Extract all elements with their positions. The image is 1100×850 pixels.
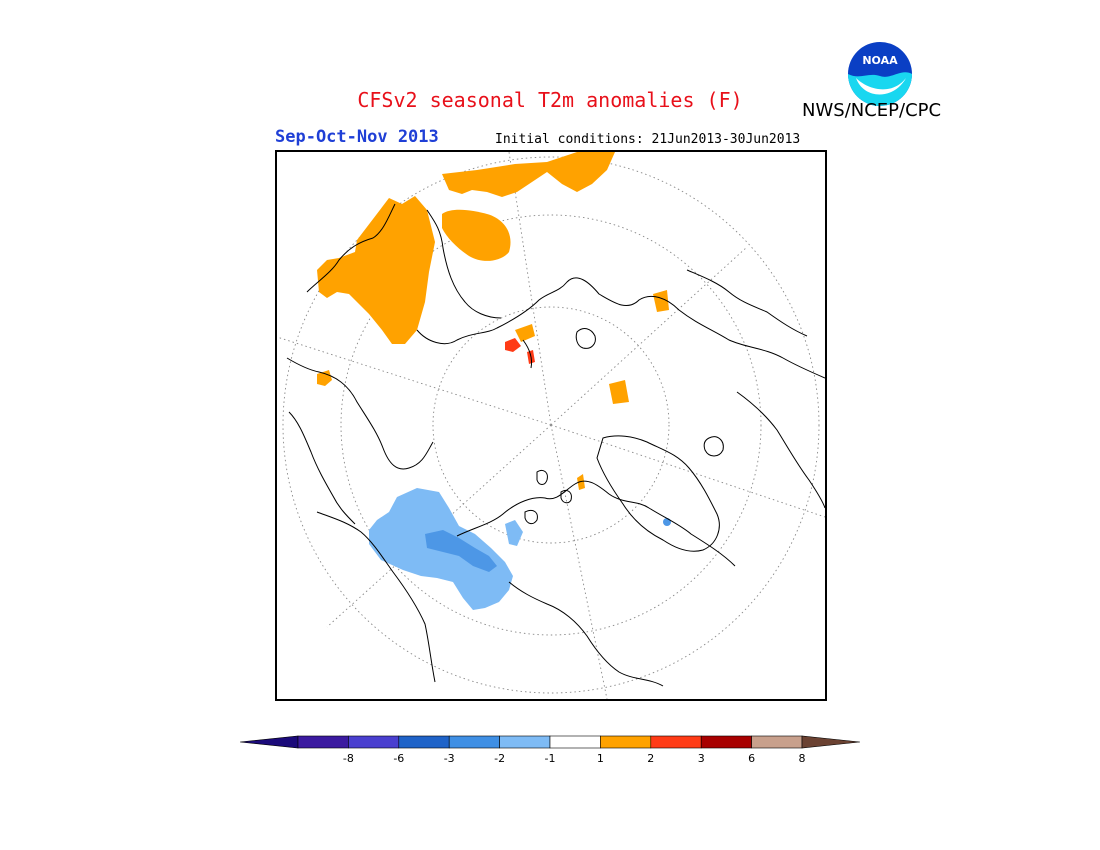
coast-alaska (316, 511, 436, 683)
meridian (550, 424, 825, 518)
season-label: Sep-Oct-Nov 2013 (275, 127, 439, 147)
warm-area-scandinavia (442, 152, 615, 197)
colorbar-tick-label: 1 (596, 752, 604, 765)
colorbar-swatch (398, 735, 450, 749)
meridian (326, 424, 552, 628)
colorbar-tick-label: 3 (697, 752, 705, 765)
noaa-logo: NOAA (846, 40, 914, 108)
graticule-circle-60n (340, 214, 762, 636)
coast-canada-arctic (456, 480, 736, 567)
meridian (550, 246, 748, 426)
colorbar-swatch (549, 735, 601, 749)
noaa-logo-text: NOAA (862, 54, 898, 67)
initial-conditions-label: Initial conditions: 21Jun2013-30Jun2013 (495, 132, 801, 147)
colorbar-tick-label: -1 (544, 752, 556, 765)
colorbar-swatch (448, 735, 500, 749)
colorbar (239, 732, 861, 772)
warm-area-kola (317, 370, 332, 386)
graticule (277, 152, 825, 699)
coast-chukotka (686, 269, 808, 337)
colorbar-swatch (700, 735, 752, 749)
warm-anomaly-areas (317, 152, 615, 386)
coast-west-europe-2 (288, 411, 356, 525)
small-warm-patches (515, 290, 669, 490)
colorbar-tick-label: -3 (443, 752, 455, 765)
graticule-circle-75n (432, 306, 670, 544)
map-title: CFSv2 seasonal T2m anomalies (F) (357, 88, 743, 112)
colorbar-tick-label: 6 (748, 752, 756, 765)
meridian (277, 336, 552, 426)
colorbar-swatch (600, 735, 652, 749)
meridian (550, 424, 608, 699)
coast-iceland (703, 436, 724, 457)
agency-label: NWS/NCEP/CPC (802, 100, 942, 121)
cool-area-yukon-core (425, 530, 497, 572)
graticule-circle-outer (282, 156, 820, 694)
coast-svalbard-island (575, 328, 596, 349)
coastlines (286, 203, 825, 687)
coast-europe-west (286, 357, 434, 470)
coast-greenland (596, 435, 720, 552)
cool-area-greenland-spot (663, 518, 671, 526)
coast-canadian-islands (524, 469, 572, 525)
cool-area-hudson (505, 520, 523, 546)
warm-area-northern-russia (442, 209, 511, 261)
colorbar-tick-label: 8 (798, 752, 806, 765)
colorbar-swatch (297, 735, 349, 749)
polar-map (275, 150, 827, 701)
colorbar-swatch (499, 735, 551, 749)
coast-eurasia-north (416, 277, 825, 379)
warm-area-western-russia (317, 196, 435, 344)
colorbar-svg (239, 735, 861, 749)
meridian (508, 152, 552, 426)
colorbar-under-arrow (239, 735, 299, 749)
cool-anomaly-areas (369, 488, 671, 610)
coast-novaya-zemlya (522, 339, 532, 369)
colorbar-swatch (650, 735, 702, 749)
colorbar-over-arrow (801, 735, 861, 749)
colorbar-swatch (348, 735, 400, 749)
coast-east-asia (736, 391, 825, 509)
colorbar-swatch (751, 735, 803, 749)
colorbar-tick-label: -2 (494, 752, 506, 765)
hot-area-taymyr (505, 338, 521, 352)
coast-scandinavia (306, 203, 502, 319)
colorbar-tick-label: 2 (647, 752, 655, 765)
colorbar-tick-label: -8 (342, 752, 354, 765)
coast-hudson-bay (508, 581, 664, 687)
colorbar-tick-label: -6 (393, 752, 405, 765)
